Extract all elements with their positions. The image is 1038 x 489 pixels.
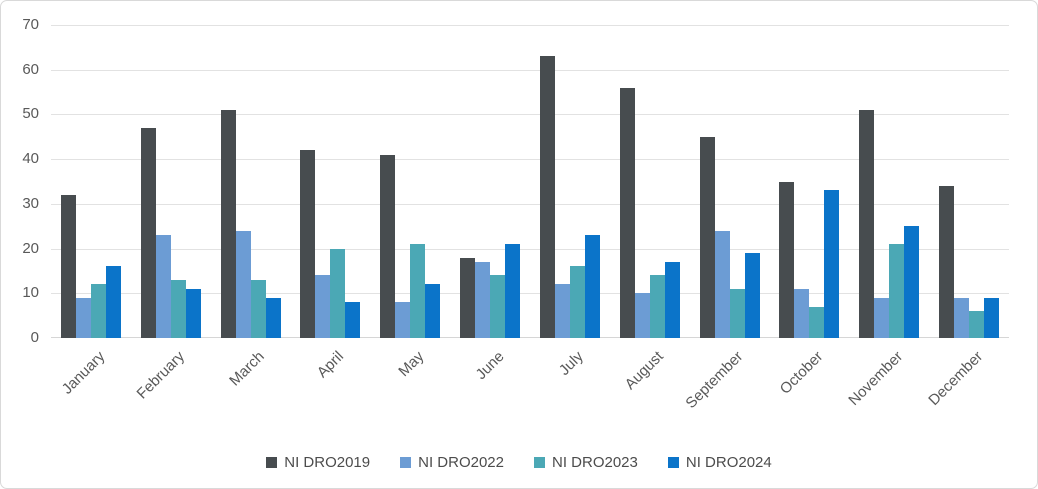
bar <box>809 306 825 338</box>
legend-marker-icon <box>667 456 679 468</box>
legend: NI DRO2019 NI DRO2022 NI DRO2023 NI DRO2024 <box>1 450 1037 474</box>
bar <box>569 266 585 338</box>
bar <box>554 284 570 338</box>
bar <box>874 297 890 338</box>
bar-group <box>530 25 610 338</box>
bar-group <box>769 25 849 338</box>
bar <box>315 275 331 338</box>
bar <box>969 311 985 338</box>
bar-group <box>849 25 929 338</box>
bar <box>250 279 266 338</box>
legend-item: NI DRO2024 <box>667 453 772 471</box>
bar <box>729 288 745 338</box>
bar <box>699 136 715 338</box>
bar <box>584 235 600 338</box>
bar <box>170 279 186 338</box>
bar <box>425 284 441 338</box>
bar <box>904 226 920 338</box>
bar <box>505 244 521 338</box>
bar <box>235 230 251 338</box>
bar <box>105 266 121 338</box>
bar <box>185 288 201 338</box>
x-category-label: December <box>925 348 987 409</box>
x-category-label: May <box>395 348 428 381</box>
legend-item: NI DRO2023 <box>534 454 638 471</box>
bar <box>954 297 970 338</box>
bar <box>475 262 491 338</box>
bar <box>824 190 840 338</box>
bar <box>859 109 875 338</box>
bar-group <box>690 25 770 338</box>
legend-label: NI DRO2019 <box>284 453 371 471</box>
bar <box>140 127 156 338</box>
y-tick-label: 60 <box>22 60 39 78</box>
legend-label: NI DRO2022 <box>418 453 504 471</box>
bar <box>265 297 281 338</box>
x-category-label: January <box>58 348 108 398</box>
bar <box>889 244 905 338</box>
y-tick-label: 70 <box>22 16 39 33</box>
bar <box>220 109 236 338</box>
bar <box>649 275 665 338</box>
x-category-label: June <box>472 348 508 384</box>
bar-group <box>131 25 211 338</box>
x-category-label: April <box>314 348 348 382</box>
x-category-label: October <box>776 348 827 398</box>
bar <box>75 297 91 338</box>
bar-group <box>290 25 370 338</box>
bar <box>380 154 396 338</box>
bar <box>410 244 426 338</box>
bar <box>619 87 635 338</box>
bar <box>395 302 411 338</box>
legend-label: NI DRO2023 <box>552 453 638 471</box>
bar <box>984 297 1000 338</box>
y-tick-label: 10 <box>22 284 39 302</box>
bar <box>794 288 810 338</box>
bar-group <box>610 25 690 338</box>
bar-group <box>929 25 1009 338</box>
bar <box>539 56 555 338</box>
x-category-label: August <box>621 348 667 394</box>
y-tick-label: 50 <box>22 105 39 123</box>
bar <box>460 257 476 338</box>
legend-marker-icon <box>400 456 412 468</box>
y-tick-label: 20 <box>22 239 39 257</box>
bar-groups <box>51 25 1009 338</box>
y-tick-label: 0 <box>30 329 39 346</box>
legend-marker-icon <box>266 456 278 468</box>
y-tick-label: 30 <box>22 194 39 212</box>
legend-item: NI DRO2022 <box>400 454 504 471</box>
bar <box>345 302 361 338</box>
bar <box>90 284 106 338</box>
bar-group <box>450 25 530 338</box>
plot-area <box>51 25 1009 338</box>
bar <box>634 293 650 338</box>
bar-group <box>211 25 291 338</box>
bar <box>939 185 955 338</box>
x-category-label: July <box>556 348 587 379</box>
bar <box>490 275 506 338</box>
bar <box>664 262 680 338</box>
legend-marker-icon <box>534 456 545 468</box>
bar <box>779 181 795 338</box>
bar <box>330 248 346 338</box>
bar <box>714 230 730 338</box>
x-category-label: September <box>682 348 747 412</box>
x-category-label: November <box>845 348 907 409</box>
bar <box>744 253 760 338</box>
legend-item: NI DRO2019 <box>266 454 370 471</box>
bar <box>60 194 76 338</box>
bar <box>155 235 171 338</box>
x-category-label: March <box>226 348 268 390</box>
legend-label: NI DRO2024 <box>685 453 772 471</box>
bar <box>300 150 316 338</box>
y-tick-label: 40 <box>22 150 39 168</box>
x-category-label: February <box>133 348 188 403</box>
bar-group <box>370 25 450 338</box>
bar-group <box>51 25 131 338</box>
